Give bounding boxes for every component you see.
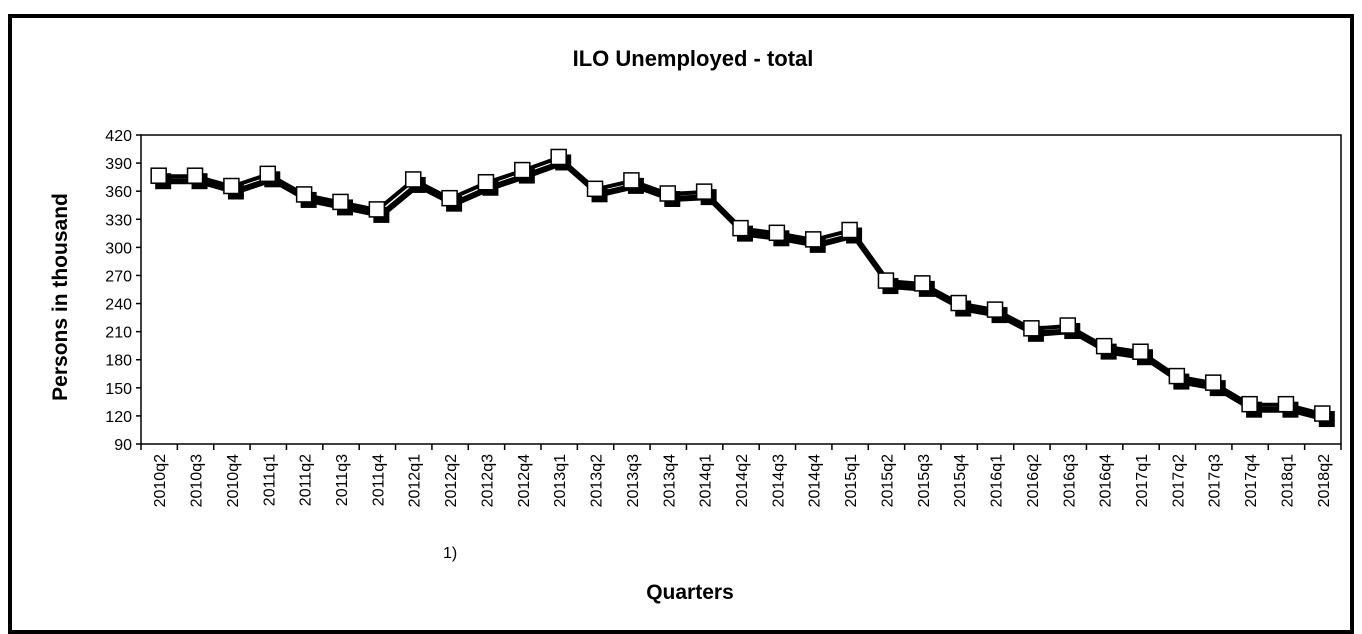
data-point	[732, 219, 749, 237]
data-point	[1314, 405, 1331, 422]
x-tick-label: 2017q3	[1207, 454, 1224, 507]
x-tick-label: 2016q4	[1098, 454, 1115, 507]
x-tick-label: 2011q3	[334, 454, 351, 506]
data-point	[950, 294, 967, 312]
data-point	[441, 189, 458, 207]
data-point	[1132, 343, 1149, 360]
x-tick-label: 2018q1	[1279, 454, 1296, 507]
data-point	[877, 272, 895, 289]
x-tick-label: 2013q4	[661, 454, 678, 507]
x-tick-label: 2010q4	[225, 454, 242, 507]
y-tick-label: 240	[105, 297, 132, 314]
x-tick-label: 2017q4	[1243, 454, 1260, 507]
data-point	[768, 224, 786, 242]
data-point	[295, 186, 313, 203]
x-axis-label: Quarters	[646, 581, 734, 604]
x-tick-label: 2014q1	[698, 454, 715, 507]
y-tick-label: 150	[105, 381, 132, 398]
x-tick-label: 2014q4	[807, 454, 824, 507]
x-tick-label: 2012q2	[443, 454, 460, 507]
y-tick-label: 120	[105, 409, 132, 426]
x-tick-label: 2010q3	[189, 454, 206, 507]
data-point	[914, 275, 931, 292]
data-point	[1095, 337, 1113, 355]
x-axis: 2010q2 2010q3 2010q4 2011q1 2011q2 2011q3 2011…	[140, 444, 1342, 562]
x-tick-label: 2014q3	[770, 454, 787, 507]
x-tick-label: 2013q1	[552, 454, 569, 507]
x-tick-label: 2017q1	[1134, 454, 1151, 507]
data-point	[1023, 320, 1040, 337]
x-tick-label: 2012q3	[479, 454, 496, 507]
x-tick-label: 2013q3	[625, 454, 642, 507]
data-point	[695, 183, 713, 200]
data-point	[586, 180, 604, 198]
data-point	[150, 167, 167, 184]
x-tick-label: 2017q2	[1170, 454, 1187, 507]
data-point	[514, 161, 531, 179]
y-tick-label: 210	[105, 325, 132, 342]
x-tick-label: 2014q2	[734, 454, 751, 507]
data-point	[477, 174, 495, 191]
x-tick-label: 2012q1	[407, 454, 424, 507]
y-axis: 90 120 150 180 210 240 270 300 330 360 390 420	[105, 128, 141, 454]
chart-frame	[8, 14, 1354, 634]
y-tick-label: 390	[105, 156, 132, 173]
series-group	[150, 148, 1335, 428]
data-point	[1059, 317, 1077, 334]
data-point	[1241, 395, 1258, 413]
data-point	[1277, 395, 1295, 413]
x-tick-label: 2018q2	[1316, 454, 1333, 507]
data-point	[804, 231, 822, 248]
x-tick-label: 2013q2	[589, 454, 606, 507]
x-tick-label: 2011q1	[261, 454, 278, 506]
data-point	[368, 201, 386, 218]
y-tick-label: 300	[105, 240, 132, 257]
x-tick-label: 2016q1	[989, 454, 1006, 507]
y-tick-label: 90	[114, 437, 132, 454]
x-tick-label: 2012q4	[516, 454, 533, 507]
data-point	[623, 172, 640, 189]
x-tick-label: 2011q4	[370, 454, 387, 506]
data-point	[332, 193, 349, 211]
data-point	[186, 167, 204, 184]
data-point	[223, 177, 240, 195]
y-axis-label: Persons in thousand	[49, 193, 72, 401]
x-tick-label: 2015q4	[952, 454, 969, 507]
x-tick-label: 2016q3	[1061, 454, 1078, 507]
data-point	[986, 301, 1004, 318]
data-point	[1168, 367, 1186, 385]
y-tick-label: 180	[105, 353, 132, 370]
y-tick-label: 420	[105, 128, 132, 145]
data-point	[1204, 374, 1222, 391]
data-point	[259, 165, 277, 183]
x-tick-label: 2016q2	[1025, 454, 1042, 507]
y-tick-label: 360	[105, 184, 132, 201]
x-tick-label: 2010q2	[152, 454, 169, 507]
data-point	[550, 148, 567, 166]
x-tick-label: 2015q1	[843, 454, 860, 507]
data-point	[659, 185, 677, 202]
chart-title: ILO Unemployed - total	[573, 46, 814, 71]
data-point	[841, 221, 858, 239]
footnote-marker: 1)	[443, 545, 457, 562]
y-tick-label: 270	[105, 268, 132, 285]
x-tick-label: 2015q3	[916, 454, 933, 507]
x-tick-label: 2011q2	[298, 454, 315, 506]
y-tick-label: 330	[105, 212, 132, 229]
data-point	[404, 171, 422, 188]
plot-area	[140, 134, 1342, 445]
x-tick-label: 2015q2	[879, 454, 896, 507]
